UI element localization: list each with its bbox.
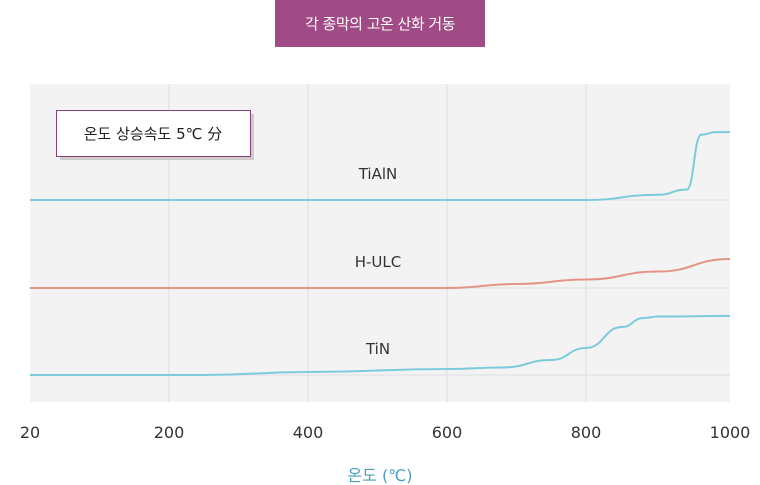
note-box — [56, 110, 251, 157]
x-tick-label: 20 — [20, 423, 40, 442]
series-line-tialn — [30, 131, 730, 202]
series-label: TiN — [365, 340, 390, 358]
x-axis-label: 온도 (℃) — [348, 466, 413, 485]
x-tick-label: 400 — [293, 423, 324, 442]
series-line-tin — [30, 314, 731, 377]
series-label: TiAlN — [358, 165, 398, 183]
series-label: H-ULC — [355, 253, 402, 271]
note-text: 온도 상승속도 5℃ 分 — [84, 125, 223, 143]
x-tick-label: 600 — [432, 423, 463, 442]
chart-title: 각 종막의 고온 산화 거동 — [275, 0, 485, 47]
series-line-h-ulc — [30, 258, 731, 290]
x-tick-label: 1000 — [710, 423, 751, 442]
x-tick-label: 200 — [154, 423, 185, 442]
x-tick-label: 800 — [571, 423, 602, 442]
